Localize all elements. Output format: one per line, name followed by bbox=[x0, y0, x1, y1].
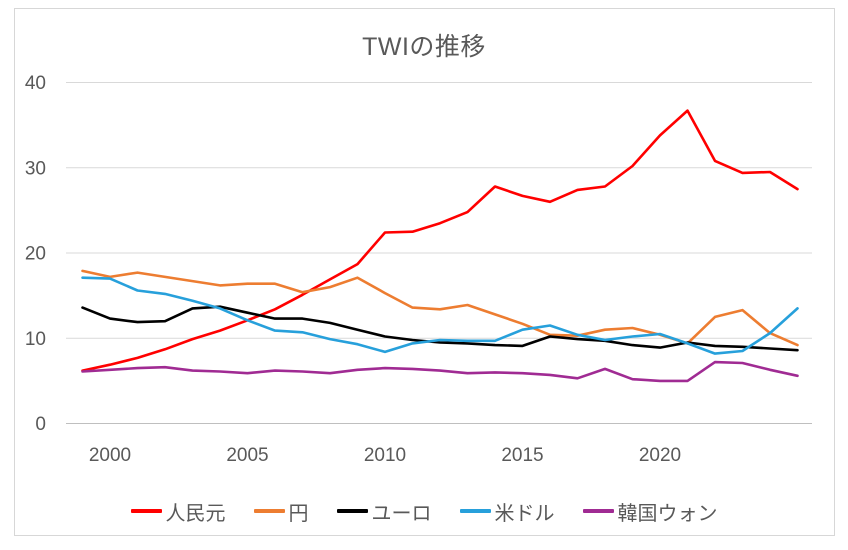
y-tick-label-0: 0 bbox=[35, 414, 46, 435]
legend-swatch-jpy bbox=[253, 508, 285, 514]
y-tick-label-30: 30 bbox=[25, 158, 46, 179]
legend-label-usd: 米ドル bbox=[494, 502, 555, 525]
x-tick-label-2020: 2020 bbox=[639, 445, 681, 466]
legend-swatch-eur bbox=[336, 508, 368, 514]
series-line-usd bbox=[81, 276, 799, 355]
x-tick-label-2015: 2015 bbox=[501, 445, 543, 466]
x-tick-label-2005: 2005 bbox=[226, 445, 268, 466]
legend-swatch-cny bbox=[130, 508, 162, 514]
series-line-jpy bbox=[81, 269, 799, 347]
y-tick-label-40: 40 bbox=[25, 73, 46, 94]
y-tick-label-20: 20 bbox=[25, 244, 46, 265]
legend-item-krw: 韓国ウォン bbox=[582, 497, 718, 526]
series-line-eur bbox=[81, 305, 799, 352]
legend-swatch-usd bbox=[459, 508, 491, 514]
y-tick-label-10: 10 bbox=[25, 329, 46, 350]
legend-item-usd: 米ドル bbox=[459, 497, 555, 526]
x-tick-label-2010: 2010 bbox=[364, 445, 406, 466]
series-line-krw bbox=[81, 360, 799, 383]
chart-border bbox=[14, 8, 835, 536]
chart-title: TWIの推移 bbox=[362, 33, 486, 61]
legend-item-jpy: 円 bbox=[253, 497, 309, 526]
legend-label-eur: ユーロ bbox=[371, 502, 432, 525]
legend-label-cny: 人民元 bbox=[165, 502, 226, 525]
x-tick-label-2000: 2000 bbox=[89, 445, 131, 466]
legend-label-jpy: 円 bbox=[288, 502, 309, 525]
series-line-cny bbox=[81, 109, 799, 372]
legend-swatch-krw bbox=[582, 508, 614, 514]
legend-label-krw: 韓国ウォン bbox=[617, 502, 718, 525]
legend-item-cny: 人民元 bbox=[130, 497, 226, 526]
legend-item-eur: ユーロ bbox=[336, 497, 432, 526]
legend: 人民元 円 ユーロ 米ドル 韓国ウォン bbox=[0, 497, 848, 525]
